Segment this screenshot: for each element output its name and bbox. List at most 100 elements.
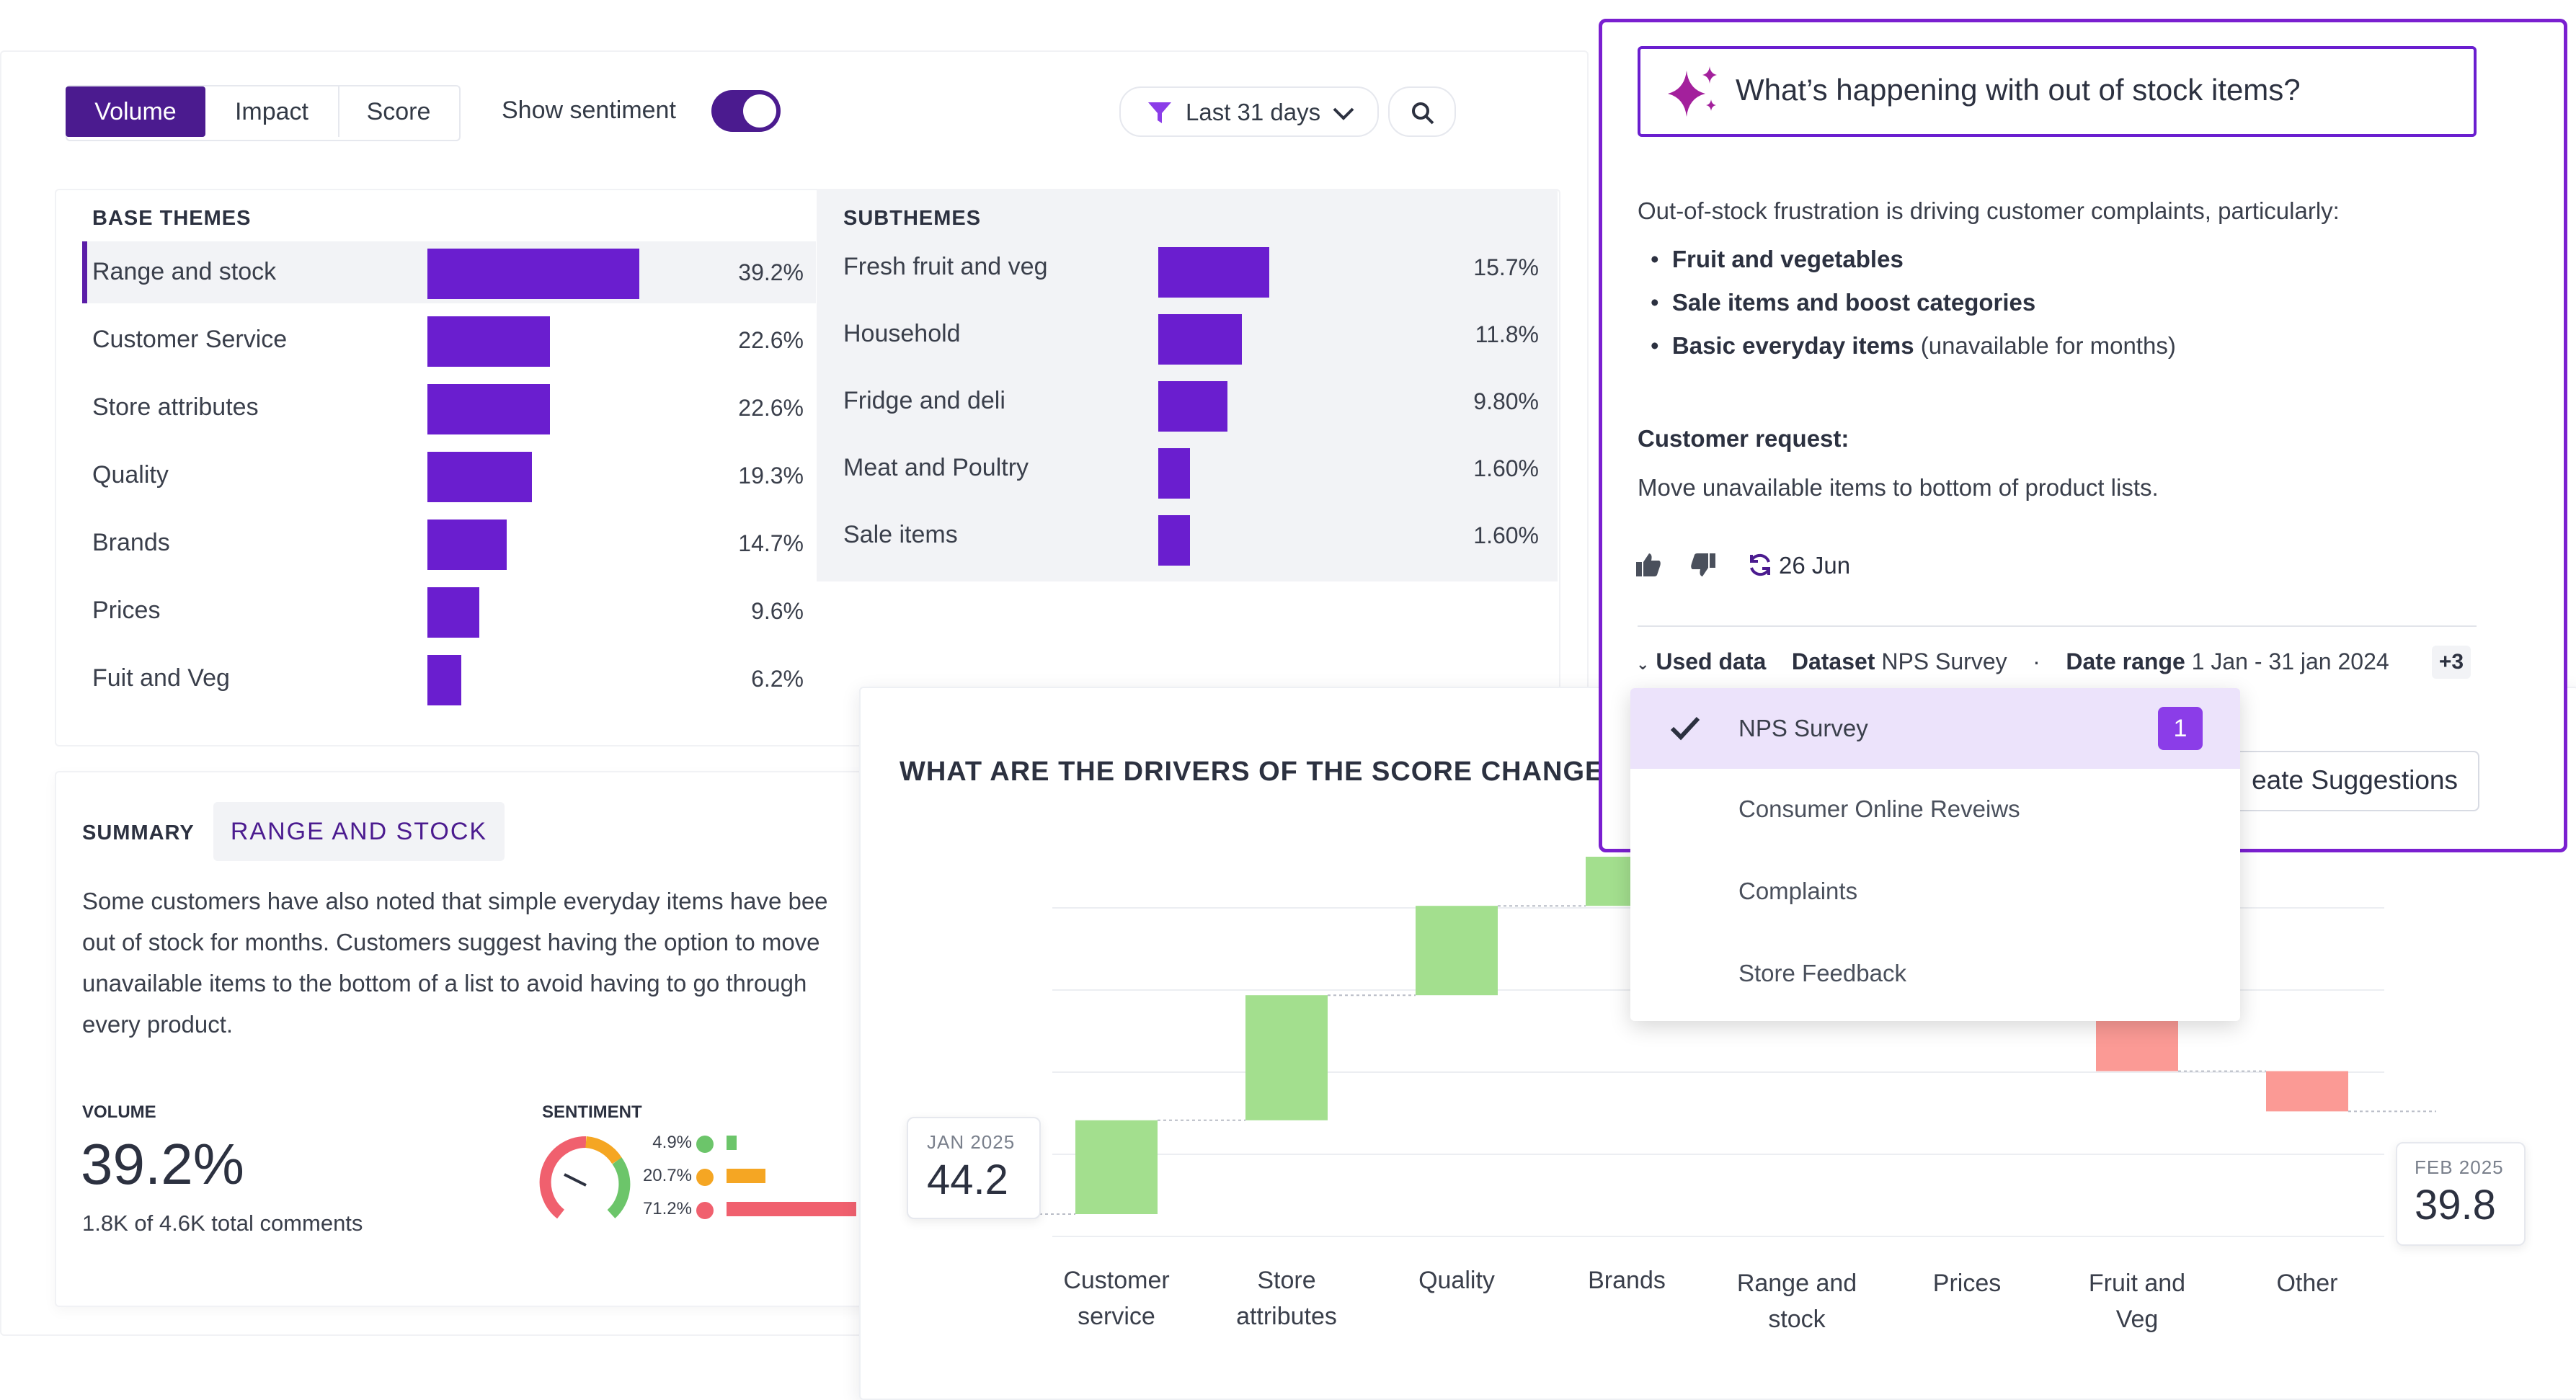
- theme-row-pct: 6.2%: [751, 666, 804, 692]
- theme-row-label[interactable]: Store attributes: [92, 393, 259, 421]
- dropdown-item-nps-survey[interactable]: NPS Survey 1: [1630, 688, 2240, 769]
- subtheme-row-pct: 9.80%: [1473, 388, 1539, 414]
- base-themes-header: BASE THEMES: [92, 207, 252, 230]
- subtheme-row-pct: 1.60%: [1473, 522, 1539, 548]
- x-axis-label: Other: [2224, 1265, 2390, 1301]
- theme-bar[interactable]: [427, 452, 532, 502]
- more-badge[interactable]: +3: [2432, 646, 2471, 679]
- separator: ·: [2033, 648, 2040, 674]
- used-data-toggle[interactable]: Used data: [1656, 648, 1767, 674]
- sentiment-bar: [727, 1169, 765, 1183]
- x-axis-label-line: Store: [1257, 1267, 1316, 1294]
- tab-impact[interactable]: Impact: [205, 86, 339, 137]
- x-axis-label-line: Customer: [1063, 1267, 1170, 1294]
- sentiment-bar: [727, 1202, 856, 1216]
- theme-bar[interactable]: [427, 520, 507, 570]
- subtheme-bar[interactable]: [1158, 314, 1242, 365]
- x-axis-label: Range and stock: [1714, 1265, 1880, 1337]
- sentiment-pct: 71.2%: [642, 1199, 692, 1218]
- start-value: 44.2: [927, 1156, 1008, 1203]
- dropdown-item-label: Complaints: [1738, 878, 1858, 904]
- summary-line: every product.: [82, 1011, 234, 1038]
- customer-request-text: Move unavailable items to bottom of prod…: [1638, 474, 2159, 501]
- ai-question-box[interactable]: [1638, 46, 2477, 137]
- chevron-down-icon: [1333, 107, 1354, 120]
- dropdown-item-label: NPS Survey: [1738, 715, 1868, 741]
- refresh-icon[interactable]: [1747, 552, 1773, 578]
- start-period-label: JAN 2025: [927, 1131, 1016, 1153]
- dropdown-item-consumer-reviews[interactable]: Consumer Online Reveiws: [1630, 769, 2240, 850]
- show-sentiment-label: Show sentiment: [502, 97, 676, 124]
- x-axis-label-line: Prices: [1932, 1270, 2002, 1297]
- x-axis-label: Fruit and Veg: [2054, 1265, 2220, 1337]
- chevron-small-icon[interactable]: ⌄: [1636, 655, 1650, 673]
- subtheme-bar[interactable]: [1158, 515, 1190, 566]
- thumbs-down-icon[interactable]: [1689, 552, 1717, 578]
- subtheme-bar[interactable]: [1158, 247, 1269, 298]
- summary-tag: RANGE AND STOCK: [213, 802, 505, 861]
- x-axis-label-line: service: [1078, 1303, 1155, 1330]
- themes-box: [55, 189, 1560, 746]
- theme-bar[interactable]: [427, 655, 461, 705]
- ai-question: What’s happening with out of stock items…: [1736, 73, 2301, 107]
- tab-score[interactable]: Score: [366, 97, 431, 125]
- theme-row-label[interactable]: Prices: [92, 597, 161, 624]
- show-sentiment-toggle[interactable]: [711, 90, 781, 132]
- date-range-value: 1 Jan - 31 jan 2024: [2191, 648, 2389, 674]
- chart-title: WHAT ARE THE DRIVERS OF THE SCORE CHANGE…: [900, 757, 1622, 787]
- end-value: 39.8: [2415, 1182, 2496, 1229]
- summary-text: Some customers have also noted that simp…: [82, 880, 861, 1045]
- subtheme-bar[interactable]: [1158, 448, 1190, 499]
- subtheme-row-label[interactable]: Sale items: [843, 521, 958, 548]
- bullet-item: • Fruit and vegetables: [1651, 246, 1904, 272]
- theme-row-pct: 19.3%: [738, 463, 804, 489]
- theme-bar[interactable]: [427, 249, 639, 299]
- theme-row-pct: 22.6%: [738, 327, 804, 353]
- sentiment-label: SENTIMENT: [542, 1102, 642, 1122]
- search-button[interactable]: [1388, 86, 1456, 137]
- x-axis-label: Store attributes: [1204, 1262, 1369, 1334]
- subtheme-row-pct: 11.8%: [1475, 321, 1539, 347]
- theme-row-label[interactable]: Range and stock: [92, 258, 277, 285]
- dropdown-item-complaints[interactable]: Complaints: [1630, 851, 2240, 932]
- waterfall-bar[interactable]: [1075, 1120, 1158, 1214]
- x-axis-label-line: Other: [2276, 1270, 2338, 1297]
- checkmark-icon: [1670, 716, 1700, 741]
- count-badge: 1: [2158, 707, 2203, 750]
- theme-bar[interactable]: [427, 316, 550, 367]
- theme-row-label[interactable]: Fuit and Veg: [92, 664, 230, 692]
- subtheme-row-label[interactable]: Meat and Poultry: [843, 454, 1029, 481]
- theme-row-label[interactable]: Customer Service: [92, 326, 288, 353]
- waterfall-bar[interactable]: [2266, 1071, 2348, 1112]
- subtheme-row-pct: 15.7%: [1473, 254, 1539, 280]
- theme-row-label[interactable]: Quality: [92, 461, 169, 489]
- sparkles-icon: [1668, 66, 1717, 117]
- subtheme-row-label[interactable]: Household: [843, 320, 961, 347]
- theme-bar[interactable]: [427, 384, 550, 434]
- date-filter-dropdown[interactable]: Last 31 days: [1119, 86, 1379, 137]
- used-data-row: ⌄ Used data Dataset NPS Survey · Date ra…: [1636, 648, 2389, 675]
- subtheme-bar[interactable]: [1158, 381, 1227, 432]
- theme-row-pct: 22.6%: [738, 395, 804, 421]
- dropdown-item-label: Consumer Online Reveiws: [1738, 795, 2020, 822]
- tab-volume[interactable]: Volume: [66, 86, 205, 137]
- sentiment-bar: [727, 1136, 737, 1150]
- subtheme-row-label[interactable]: Fresh fruit and veg: [843, 253, 1048, 280]
- thumbs-up-icon[interactable]: [1635, 552, 1662, 578]
- bullet-item: • Basic everyday items (unavailable for …: [1651, 332, 2176, 359]
- summary-line: out of stock for months. Customers sugge…: [82, 929, 820, 955]
- theme-row-label[interactable]: Brands: [92, 529, 170, 556]
- panel-divider: [1638, 625, 2477, 627]
- create-suggestions-label: eate Suggestions: [2252, 765, 2458, 795]
- sentiment-dot: [696, 1202, 714, 1219]
- subtheme-row-label[interactable]: Fridge and deli: [843, 387, 1005, 414]
- waterfall-bar[interactable]: [1245, 995, 1328, 1120]
- dropdown-item-store-feedback[interactable]: Store Feedback: [1630, 933, 2240, 1014]
- summary-line: unavailable items to the bottom of a lis…: [82, 970, 807, 997]
- date-range-label: Date range: [2066, 648, 2185, 674]
- theme-bar[interactable]: [427, 587, 479, 638]
- x-axis-label-line: Quality: [1418, 1267, 1495, 1294]
- waterfall-bar[interactable]: [1416, 906, 1498, 996]
- x-axis-label-line: stock: [1768, 1306, 1826, 1333]
- x-axis-label-line: Range and: [1736, 1270, 1857, 1297]
